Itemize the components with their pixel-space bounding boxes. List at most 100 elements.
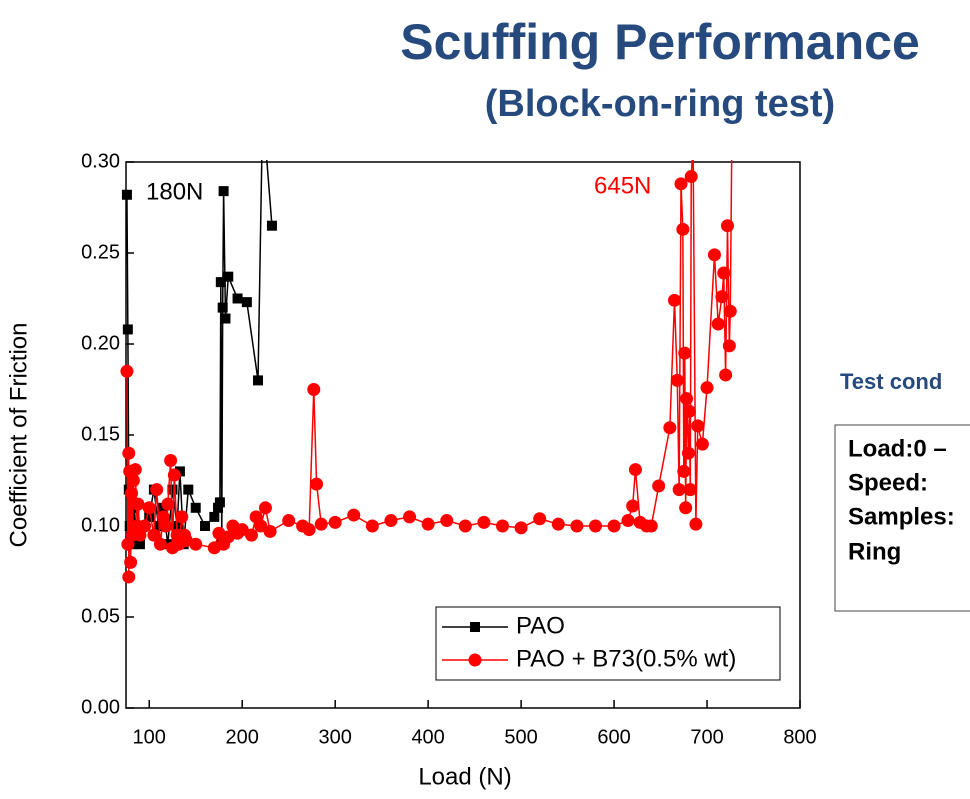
data-point: [719, 368, 733, 382]
series-layer: [120, 102, 737, 584]
x-tick-label: 300: [318, 726, 351, 748]
data-point: [190, 502, 201, 513]
data-point: [213, 502, 224, 513]
data-point: [150, 483, 164, 497]
data-point: [588, 519, 602, 533]
y-tick-label: 0.00: [81, 696, 120, 718]
slide-title: Scuffing Performance: [400, 14, 920, 70]
data-point: [218, 186, 229, 197]
data-point: [167, 468, 181, 482]
condition: Speed:: [848, 469, 928, 496]
data-point: [347, 508, 361, 522]
data-point: [314, 517, 328, 531]
legend-box: [435, 606, 781, 681]
data-point: [440, 514, 454, 528]
y-tick-label: 0.20: [81, 332, 120, 354]
data-point: [124, 555, 138, 569]
y-axis-label: Coefficient of Friction: [5, 323, 32, 548]
data-point: [695, 437, 709, 451]
data-point: [477, 515, 491, 529]
data-point: [672, 483, 686, 497]
data-point: [134, 539, 145, 550]
data-point: [551, 517, 565, 531]
data-point: [533, 512, 547, 526]
y-tick-label: 0.05: [81, 605, 120, 627]
data-point: [159, 519, 173, 533]
data-point: [131, 497, 145, 511]
data-point: [144, 511, 155, 522]
x-tick-label: 600: [597, 726, 630, 748]
y-tick-label: 0.15: [81, 423, 120, 445]
condition: Ring: [848, 538, 901, 565]
data-point: [138, 519, 152, 533]
data-point: [220, 313, 231, 324]
legend-marker: [468, 653, 482, 667]
annotation: 180N: [146, 178, 203, 205]
data-point: [458, 519, 472, 533]
data-point: [232, 293, 243, 304]
data-point: [670, 373, 684, 387]
data-point: [682, 404, 696, 418]
data-point: [126, 474, 140, 487]
data-point: [161, 497, 175, 511]
x-tick-label: 700: [690, 726, 723, 748]
data-point: [310, 477, 324, 491]
legend-marker: [470, 622, 480, 632]
legend-label: PAO: [516, 612, 565, 639]
series-line: [126, 160, 273, 547]
data-point: [307, 383, 321, 396]
data-point: [570, 519, 584, 533]
data-point: [175, 510, 189, 524]
data-point: [125, 486, 139, 500]
data-point: [621, 514, 635, 528]
data-point: [722, 339, 736, 353]
data-point: [652, 479, 666, 493]
data-point: [153, 537, 167, 551]
data-point: [174, 466, 185, 477]
data-point: [680, 392, 694, 406]
data-point: [189, 537, 203, 551]
x-tick-label: 200: [226, 726, 259, 748]
y-tick-label: 0.25: [81, 241, 120, 263]
data-point: [147, 528, 161, 542]
data-point: [679, 501, 693, 515]
data-point: [258, 102, 268, 112]
y-tick-label: 0.30: [81, 150, 120, 172]
data-point: [720, 219, 734, 233]
data-point: [266, 220, 277, 231]
conditions-box: [834, 424, 970, 612]
data-point: [683, 483, 697, 497]
data-point: [122, 570, 136, 584]
data-point: [200, 521, 211, 531]
data-point: [667, 293, 681, 307]
x-tick-label: 100: [133, 726, 166, 748]
x-tick-label: 400: [411, 726, 444, 748]
data-point: [164, 453, 178, 467]
data-point: [217, 302, 228, 313]
data-point: [384, 514, 398, 528]
y-tick-label: 0.10: [81, 514, 120, 536]
data-point: [715, 290, 729, 304]
data-point: [677, 464, 691, 478]
data-point: [717, 266, 731, 280]
data-point: [678, 346, 692, 360]
data-point: [365, 519, 379, 533]
data-point: [142, 501, 156, 515]
data-point: [245, 528, 259, 542]
x-tick-label: 800: [783, 726, 816, 748]
data-point: [626, 499, 640, 513]
data-point: [121, 189, 132, 200]
data-point: [328, 515, 342, 529]
x-tick-label: 500: [504, 726, 537, 748]
data-point: [684, 170, 698, 184]
data-point: [689, 517, 703, 531]
data-point: [700, 381, 714, 395]
data-point: [302, 523, 316, 537]
data-point: [691, 419, 705, 433]
data-point: [421, 517, 435, 531]
data-point: [514, 521, 528, 535]
data-point: [223, 271, 234, 282]
data-point: [403, 510, 417, 524]
